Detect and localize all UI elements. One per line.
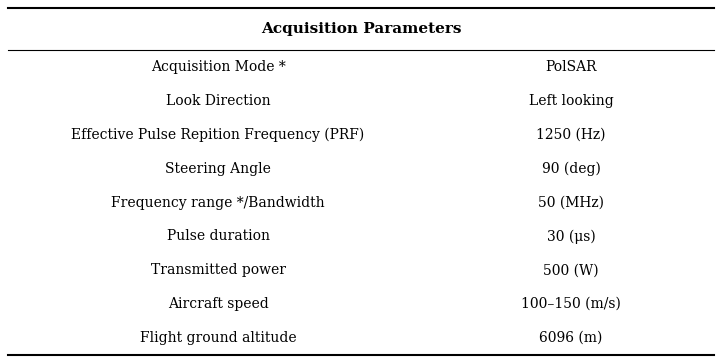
Text: Acquisition Mode *: Acquisition Mode * xyxy=(151,60,285,74)
Text: 1250 (Hz): 1250 (Hz) xyxy=(536,128,606,142)
Text: 30 (μs): 30 (μs) xyxy=(547,229,596,244)
Text: 500 (W): 500 (W) xyxy=(543,263,599,277)
Text: Frequency range */Bandwidth: Frequency range */Bandwidth xyxy=(111,196,325,209)
Text: Pulse duration: Pulse duration xyxy=(167,229,269,243)
Text: Transmitted power: Transmitted power xyxy=(150,263,285,277)
Text: 50 (MHz): 50 (MHz) xyxy=(538,196,604,209)
Text: Effective Pulse Repition Frequency (PRF): Effective Pulse Repition Frequency (PRF) xyxy=(71,127,365,142)
Text: Flight ground altitude: Flight ground altitude xyxy=(140,331,296,345)
Text: 100–150 (m/s): 100–150 (m/s) xyxy=(521,297,621,311)
Text: 6096 (m): 6096 (m) xyxy=(539,331,603,345)
Text: Acquisition Parameters: Acquisition Parameters xyxy=(261,22,461,36)
Text: 90 (deg): 90 (deg) xyxy=(542,162,601,176)
Text: Look Direction: Look Direction xyxy=(166,94,270,108)
Text: Steering Angle: Steering Angle xyxy=(165,162,271,176)
Text: Left looking: Left looking xyxy=(529,94,614,108)
Text: Aircraft speed: Aircraft speed xyxy=(168,297,269,311)
Text: PolSAR: PolSAR xyxy=(545,60,597,74)
